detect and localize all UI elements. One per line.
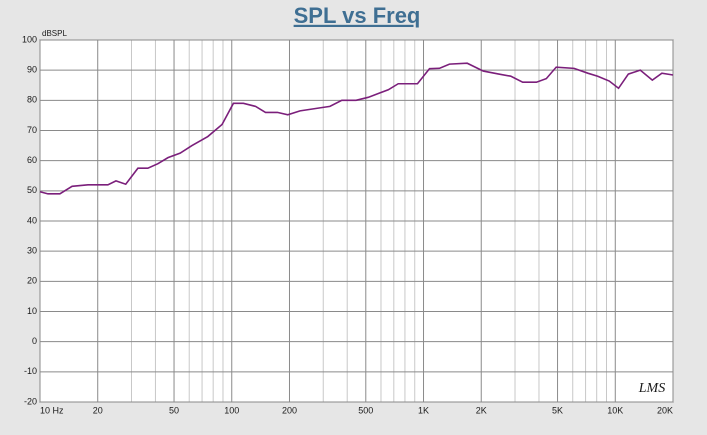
data-line — [39, 62, 674, 195]
y-tick-label: 30 — [27, 246, 37, 256]
y-tick-label: 40 — [27, 215, 37, 225]
x-tick-label: 20 — [93, 405, 103, 415]
x-tick-label: 10 Hz — [40, 405, 64, 415]
x-tick-label: 10K — [607, 405, 623, 415]
y-tick-label: 20 — [27, 276, 37, 286]
y-tick-label: 50 — [27, 185, 37, 195]
y-tick-label: 10 — [27, 306, 37, 316]
x-tick-label: 5K — [552, 405, 563, 415]
x-tick-label: 100 — [224, 405, 239, 415]
x-tick-label: 1K — [418, 405, 429, 415]
x-tick-label: 2K — [476, 405, 487, 415]
y-tick-label: -10 — [24, 366, 37, 376]
x-tick-label: 20K — [657, 405, 673, 415]
y-tick-label: 60 — [27, 155, 37, 165]
y-tick-label: 100 — [22, 34, 37, 44]
y-tick-label: 70 — [27, 125, 37, 135]
x-tick-label: 500 — [358, 405, 373, 415]
x-tick-label: 200 — [282, 405, 297, 415]
x-tick-label: 50 — [169, 405, 179, 415]
y-tick-label: -20 — [24, 396, 37, 406]
y-axis-label: dBSPL — [42, 29, 67, 38]
chart-title: SPL vs Freq — [294, 3, 421, 28]
y-tick-label: 80 — [27, 95, 37, 105]
logo: LMS — [638, 381, 665, 396]
y-tick-label: 0 — [32, 336, 37, 346]
y-tick-label: 90 — [27, 65, 37, 75]
